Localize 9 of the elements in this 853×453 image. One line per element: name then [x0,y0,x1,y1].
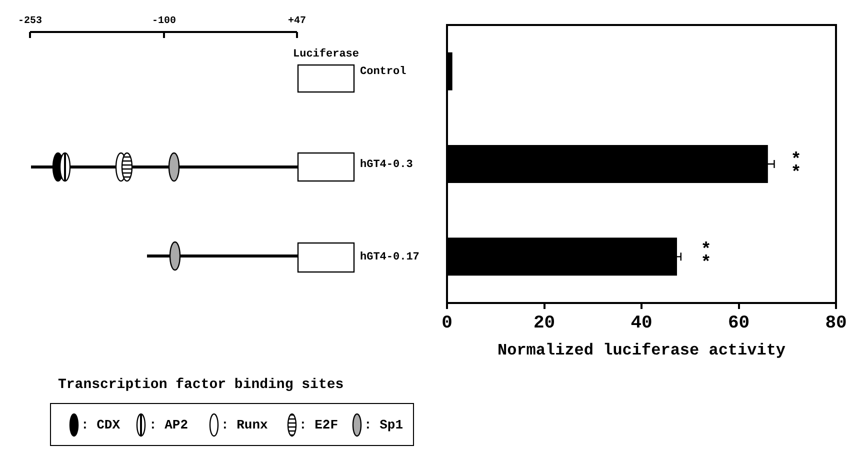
text: Transcription factor binding sites [58,377,344,393]
annotation: ** [700,240,712,273]
x-tick-label: 20 [533,313,556,334]
x-axis-title: Normalized luciferase activity [497,341,786,360]
x-tick-label: 60 [728,313,750,334]
x-tick-label: 40 [630,313,652,334]
x-tick-label: 80 [825,313,847,334]
x-tick-label: 0 [442,313,452,334]
annotation: ** [790,150,802,183]
